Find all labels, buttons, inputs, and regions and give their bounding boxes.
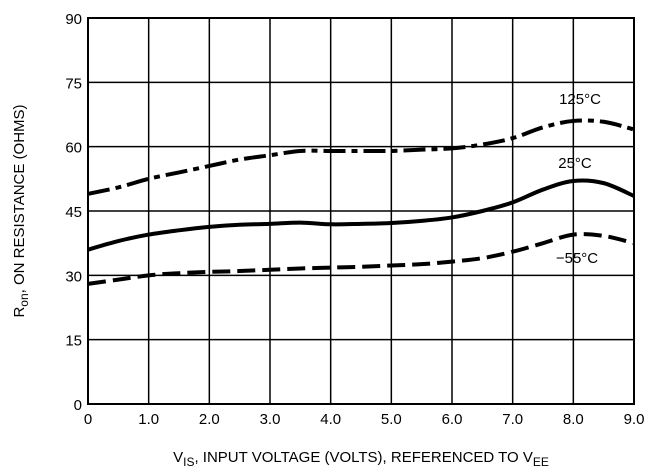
y-tick-label: 90 [65,11,82,28]
y-tick-label: 45 [65,204,82,221]
y-axis-label: Ron, ON RESISTANCE (OHMS) [11,104,31,317]
series-line-2 [87,232,635,286]
x-tick-label: 4.0 [320,411,341,428]
x-axis-label-sub: IS [183,455,194,469]
series-line-1 [87,178,635,252]
y-tick-label: 30 [65,268,82,285]
grid [88,18,634,404]
y-tick-labels: 0 15 30 45 60 75 90 [65,11,82,414]
x-tick-label: 8.0 [563,411,584,428]
x-axis-label-sub2: EE [533,455,549,469]
y-tick-label: 0 [74,397,82,414]
x-tick-label: 6.0 [442,411,463,428]
y-tick-label: 60 [65,140,82,157]
series-labels: 125°C 25°C −55°C [556,91,601,267]
x-tick-label: 3.0 [260,411,281,428]
x-tick-label: 0 [84,411,92,428]
series-group [87,118,635,286]
x-axis-label-rest: , INPUT VOLTAGE (VOLTS), REFERENCED TO V [194,449,532,466]
y-tick-label: 15 [65,333,82,350]
y-tick-label: 75 [65,75,82,92]
y-axis-label-main: R [11,307,28,318]
series-label-2: −55°C [556,250,598,267]
y-axis-label-rest: , ON RESISTANCE (OHMS) [11,104,28,293]
x-tick-label: 5.0 [381,411,402,428]
series-label-0: 125°C [559,91,601,108]
x-axis-label-main: V [173,449,183,466]
x-tick-label: 7.0 [502,411,523,428]
x-tick-label: 2.0 [199,411,220,428]
plot-frame [87,17,635,405]
x-tick-labels: 0 1.0 2.0 3.0 4.0 5.0 6.0 7.0 8.0 9.0 [84,411,645,428]
x-axis-label: VIS, INPUT VOLTAGE (VOLTS), REFERENCED T… [173,449,549,469]
y-axis-label-sub: on [17,293,31,306]
series-label-1: 25°C [558,155,592,172]
series-line-0 [87,118,635,196]
x-tick-label: 9.0 [624,411,645,428]
x-tick-label: 1.0 [138,411,159,428]
